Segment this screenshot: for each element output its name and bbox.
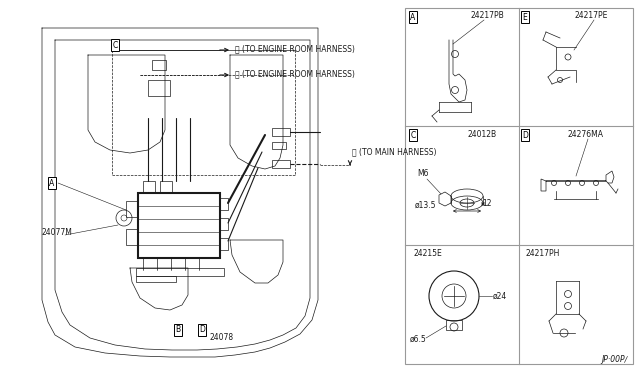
Text: C: C — [410, 131, 415, 140]
Text: C: C — [113, 41, 118, 49]
Text: 12: 12 — [482, 199, 492, 208]
Text: Ⓒ (TO MAIN HARNESS): Ⓒ (TO MAIN HARNESS) — [352, 148, 436, 157]
Text: A: A — [49, 179, 54, 187]
Text: 24217PB: 24217PB — [470, 11, 504, 20]
Text: 24217PE: 24217PE — [574, 11, 608, 20]
Bar — [220, 218, 228, 230]
Text: 24078: 24078 — [210, 333, 234, 342]
Bar — [148, 80, 170, 96]
Text: B: B — [175, 326, 180, 334]
Bar — [136, 268, 224, 276]
Text: 24215E: 24215E — [413, 249, 442, 258]
Text: 24077M: 24077M — [42, 228, 73, 237]
Bar — [138, 193, 220, 258]
Text: D: D — [199, 326, 205, 334]
Bar — [126, 201, 138, 217]
Bar — [272, 128, 290, 136]
Bar — [272, 142, 286, 149]
Bar — [152, 60, 166, 70]
Text: 24217PH: 24217PH — [525, 249, 559, 258]
Bar — [220, 238, 228, 250]
Polygon shape — [541, 171, 614, 191]
Bar — [220, 198, 228, 210]
Text: M6: M6 — [417, 169, 429, 178]
Bar — [136, 276, 176, 282]
Text: Ⓐ (TO ENGINE ROOM HARNESS): Ⓐ (TO ENGINE ROOM HARNESS) — [235, 45, 355, 54]
Text: ø6.5: ø6.5 — [410, 335, 426, 344]
Text: ø13.5: ø13.5 — [415, 201, 436, 210]
Bar — [405, 8, 633, 364]
Text: D: D — [522, 131, 528, 140]
Text: E: E — [523, 13, 527, 22]
Bar — [126, 229, 138, 245]
Text: 24012B: 24012B — [467, 130, 497, 139]
Bar — [160, 181, 172, 193]
Text: A: A — [410, 13, 415, 22]
Bar — [143, 181, 155, 193]
Bar — [446, 320, 462, 330]
Bar — [272, 160, 290, 168]
Text: ø24: ø24 — [493, 292, 508, 301]
Text: JP·00P∕: JP·00P∕ — [602, 355, 628, 364]
Text: Ⓑ (TO ENGINE ROOM HARNESS): Ⓑ (TO ENGINE ROOM HARNESS) — [235, 70, 355, 78]
Text: 24276MA: 24276MA — [568, 130, 604, 139]
